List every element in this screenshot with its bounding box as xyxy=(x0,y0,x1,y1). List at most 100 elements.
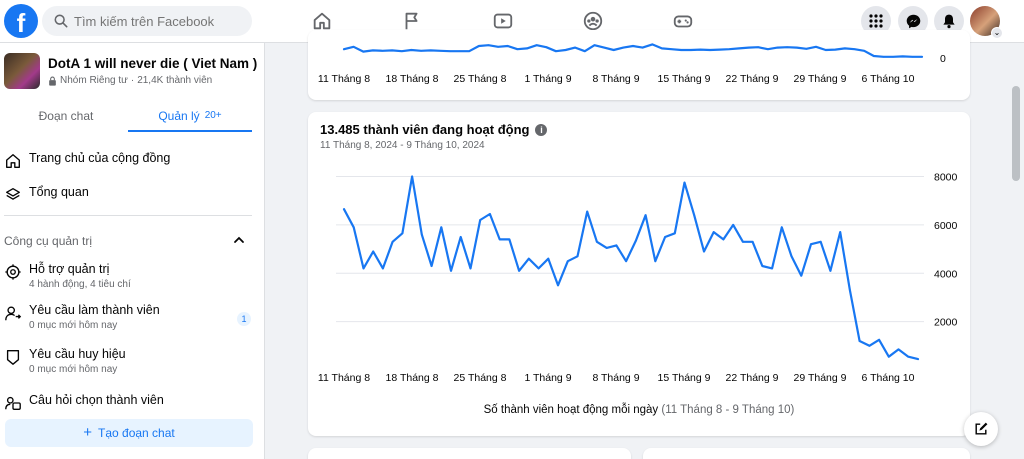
data-point xyxy=(780,226,783,229)
x-tick-label: 11 Tháng 8 xyxy=(318,73,370,85)
sidebar-item-admin-assist[interactable]: Hỗ trợ quản trị 4 hành động, 4 tiêu chí xyxy=(4,262,254,290)
chevron-down-icon[interactable]: ⌄ xyxy=(991,27,1003,39)
data-point xyxy=(421,233,423,236)
group-name[interactable]: DotA 1 will never die ( Viet Nam ) xyxy=(48,56,258,71)
home-icon[interactable] xyxy=(309,8,335,34)
x-tick-label: 11 Tháng 8 xyxy=(318,372,370,384)
data-point xyxy=(401,50,403,52)
data-point xyxy=(722,238,725,241)
compose-icon xyxy=(975,422,988,435)
data-point xyxy=(343,208,345,210)
data-point xyxy=(690,49,692,51)
tab-manage-label: Quản lý xyxy=(158,108,200,123)
x-tick-label: 15 Tháng 9 xyxy=(658,73,711,85)
tab-chats[interactable]: Đoạn chat xyxy=(0,101,132,131)
data-point xyxy=(526,47,528,50)
data-point xyxy=(661,47,663,50)
data-point xyxy=(420,50,422,52)
data-point xyxy=(440,226,443,229)
info-icon[interactable]: i xyxy=(535,123,548,136)
data-point xyxy=(673,232,676,235)
data-point xyxy=(911,56,914,58)
y-tick-label: 4000 xyxy=(934,268,958,280)
chevron-up-icon[interactable] xyxy=(233,234,245,246)
sidebar-item-member-requests[interactable]: Yêu cầu làm thành viên 0 mục mới hôm nay xyxy=(4,303,254,331)
data-point xyxy=(545,46,548,48)
data-point xyxy=(615,244,618,247)
data-point xyxy=(605,247,608,249)
data-point xyxy=(576,255,579,258)
groups-icon[interactable] xyxy=(580,8,606,34)
data-point xyxy=(596,241,598,243)
data-point xyxy=(381,50,384,52)
data-point xyxy=(401,232,404,235)
page-scrollbar[interactable] xyxy=(1012,86,1020,181)
tab-manage-count: 20+ xyxy=(204,110,222,121)
flag-icon[interactable] xyxy=(399,8,425,34)
bottom-card-left xyxy=(308,448,631,459)
search-input[interactable] xyxy=(74,13,244,29)
sidebar-item-label: Yêu cầu làm thành viên xyxy=(29,303,160,317)
active-members-line-chart: 2000 4000 6000 8000 11 Tháng 8 18 Tháng 8 25 T… xyxy=(318,172,958,384)
data-point xyxy=(863,50,865,52)
group-cover-thumbnail[interactable] xyxy=(4,53,40,89)
sidebar-divider xyxy=(4,215,252,216)
bottom-card-right xyxy=(643,448,970,459)
plus-icon: + xyxy=(83,424,93,441)
x-tick-label: 22 Tháng 9 xyxy=(726,73,779,85)
data-point xyxy=(635,239,637,242)
group-header[interactable]: DotA 1 will never die ( Viet Nam ) Nhóm … xyxy=(4,53,259,93)
data-point xyxy=(709,49,711,51)
data-point xyxy=(699,48,702,51)
data-point xyxy=(718,48,721,51)
data-point xyxy=(786,46,788,48)
sidebar-item-label: Yêu cầu huy hiệu xyxy=(29,347,126,361)
x-tick-label: 18 Tháng 8 xyxy=(386,73,439,85)
data-point xyxy=(555,50,557,52)
sidebar-item-label: Câu hỏi chọn thành viên xyxy=(29,393,164,407)
x-tick-label: 6 Tháng 10 xyxy=(862,73,915,85)
data-point xyxy=(382,267,384,270)
create-chat-button[interactable]: + Tạo đoạn chat xyxy=(5,419,253,447)
data-point xyxy=(897,348,900,351)
tab-manage[interactable]: Quản lý 20+ xyxy=(128,101,252,132)
chart-caption: Số thành viên hoạt động mỗi ngày (11 Thá… xyxy=(308,404,970,416)
facebook-logo[interactable]: f xyxy=(4,4,38,38)
question-icon xyxy=(5,396,21,410)
sidebar-item-community-home[interactable]: Trang chủ của cộng đồng xyxy=(4,151,254,170)
data-point xyxy=(516,48,519,50)
video-icon[interactable] xyxy=(490,8,516,34)
data-point xyxy=(362,50,365,53)
sidebar-item-label: Hỗ trợ quản trị xyxy=(29,262,110,276)
data-point xyxy=(644,214,647,217)
layers-icon xyxy=(6,188,20,200)
badge-shield-icon xyxy=(6,350,20,365)
y-tick-label: 2000 xyxy=(934,317,958,329)
data-point xyxy=(651,43,654,46)
group-privacy: Nhóm Riêng tư xyxy=(60,75,128,86)
search-box[interactable] xyxy=(42,6,252,36)
data-point xyxy=(411,175,413,178)
y-tick-label: 6000 xyxy=(934,220,958,232)
sidebar-item-sublabel: 0 mục mới hôm nay xyxy=(29,364,118,375)
data-point xyxy=(535,44,538,46)
data-point xyxy=(641,46,644,49)
data-point xyxy=(479,219,482,221)
data-point xyxy=(372,250,374,253)
gaming-icon[interactable] xyxy=(670,8,696,34)
data-point xyxy=(732,224,734,226)
x-tick-label: 18 Tháng 8 xyxy=(386,372,439,384)
data-point xyxy=(790,255,793,258)
data-point xyxy=(469,267,472,270)
x-tick-label: 25 Tháng 8 xyxy=(454,372,507,384)
new-message-button[interactable] xyxy=(964,412,998,446)
active-members-title-text: 13.485 thành viên đang hoạt động xyxy=(320,122,530,137)
sidebar-item-overview[interactable]: Tổng quan xyxy=(4,185,254,204)
data-point xyxy=(584,50,586,52)
data-point xyxy=(742,241,744,243)
data-point xyxy=(391,49,393,52)
data-point xyxy=(508,238,511,241)
sidebar-item-badge-requests[interactable]: Yêu cầu huy hiệu 0 mục mới hôm nay xyxy=(4,347,254,375)
sidebar-item-member-questions[interactable]: Câu hỏi chọn thành viên xyxy=(4,393,254,412)
data-point xyxy=(757,46,760,48)
